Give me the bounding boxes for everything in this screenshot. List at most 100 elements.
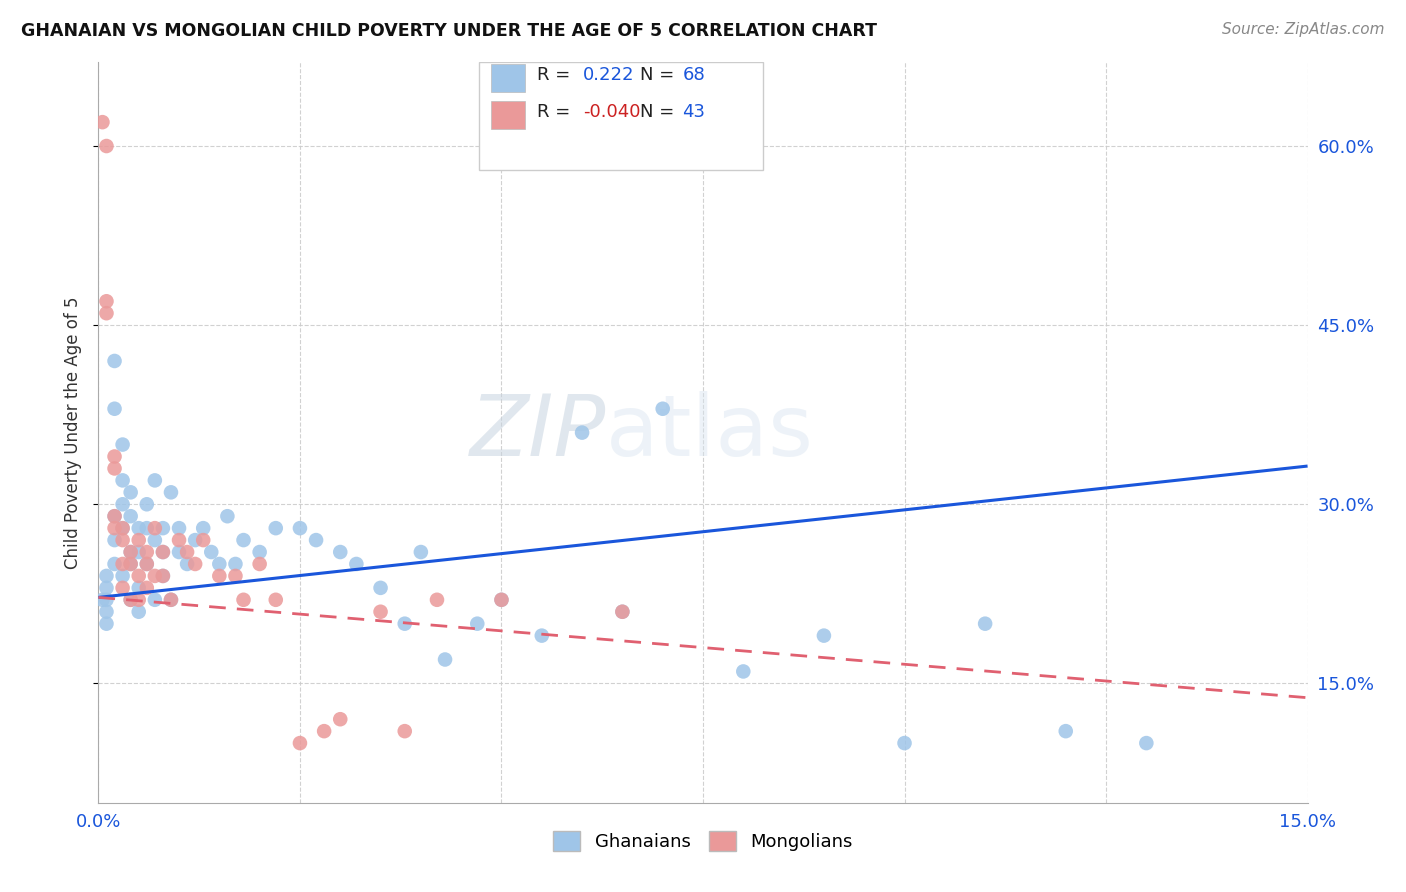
Point <box>111 521 134 535</box>
Point <box>111 521 134 535</box>
Point <box>176 557 198 571</box>
Point <box>530 629 553 643</box>
Point <box>111 557 134 571</box>
Point <box>128 521 150 535</box>
Point <box>143 521 166 535</box>
Point <box>394 724 416 739</box>
Point <box>128 581 150 595</box>
Point <box>344 557 367 571</box>
Text: N =: N = <box>640 66 675 84</box>
Point <box>96 592 118 607</box>
Point <box>193 521 215 535</box>
Point <box>160 485 183 500</box>
Point <box>103 533 125 547</box>
Point <box>232 533 254 547</box>
Text: R =: R = <box>537 66 571 84</box>
Point <box>128 569 150 583</box>
Point <box>120 592 142 607</box>
Point <box>135 581 157 595</box>
Point <box>91 115 114 129</box>
Point <box>143 533 166 547</box>
Point <box>651 401 673 416</box>
Point <box>152 521 174 535</box>
Point <box>103 401 125 416</box>
Point <box>160 592 183 607</box>
Point <box>135 521 157 535</box>
Point <box>434 652 457 666</box>
Point <box>184 557 207 571</box>
Point <box>103 509 125 524</box>
Point <box>120 557 142 571</box>
Point <box>571 425 593 440</box>
Point <box>394 616 416 631</box>
Point <box>612 605 634 619</box>
Point <box>329 545 352 559</box>
FancyBboxPatch shape <box>492 64 526 92</box>
Point <box>135 497 157 511</box>
Text: N =: N = <box>640 103 675 121</box>
Point <box>314 724 336 739</box>
Point <box>96 294 118 309</box>
Point <box>111 569 134 583</box>
Point <box>305 533 328 547</box>
Point <box>200 545 222 559</box>
Point <box>135 545 157 559</box>
Point <box>103 557 125 571</box>
Point <box>152 569 174 583</box>
Text: 68: 68 <box>682 66 706 84</box>
Point <box>612 605 634 619</box>
Point <box>120 509 142 524</box>
Point <box>96 569 118 583</box>
Point <box>224 557 246 571</box>
Point <box>465 616 488 631</box>
Text: atlas: atlas <box>606 391 814 475</box>
Point <box>249 557 271 571</box>
Point <box>370 581 392 595</box>
Point <box>491 592 513 607</box>
Point <box>103 521 125 535</box>
Text: R =: R = <box>537 103 571 121</box>
Point <box>152 569 174 583</box>
Point <box>264 521 287 535</box>
Point <box>176 545 198 559</box>
Y-axis label: Child Poverty Under the Age of 5: Child Poverty Under the Age of 5 <box>65 296 83 569</box>
Point <box>1054 724 1077 739</box>
Point <box>160 592 183 607</box>
Text: ZIP: ZIP <box>470 391 606 475</box>
Point <box>91 592 114 607</box>
Point <box>152 545 174 559</box>
Point <box>409 545 432 559</box>
Point <box>120 545 142 559</box>
Point <box>120 557 142 571</box>
Text: Source: ZipAtlas.com: Source: ZipAtlas.com <box>1222 22 1385 37</box>
Point <box>184 533 207 547</box>
Point <box>370 605 392 619</box>
Point <box>1135 736 1157 750</box>
Point <box>135 557 157 571</box>
Point <box>143 592 166 607</box>
Point <box>813 629 835 643</box>
Point <box>491 592 513 607</box>
FancyBboxPatch shape <box>492 101 526 129</box>
Point <box>893 736 915 750</box>
Point <box>249 545 271 559</box>
Point <box>264 592 287 607</box>
Point <box>120 485 142 500</box>
Point <box>152 545 174 559</box>
Point <box>288 736 311 750</box>
Point <box>111 581 134 595</box>
Point <box>193 533 215 547</box>
Point <box>96 581 118 595</box>
Point <box>135 557 157 571</box>
Text: 0.222: 0.222 <box>583 66 634 84</box>
Point <box>103 354 125 368</box>
Point <box>167 545 190 559</box>
Point <box>128 605 150 619</box>
FancyBboxPatch shape <box>479 62 763 169</box>
Point <box>329 712 352 726</box>
Point <box>111 533 134 547</box>
Point <box>111 437 134 451</box>
Point <box>103 461 125 475</box>
Point <box>167 521 190 535</box>
Point <box>208 557 231 571</box>
